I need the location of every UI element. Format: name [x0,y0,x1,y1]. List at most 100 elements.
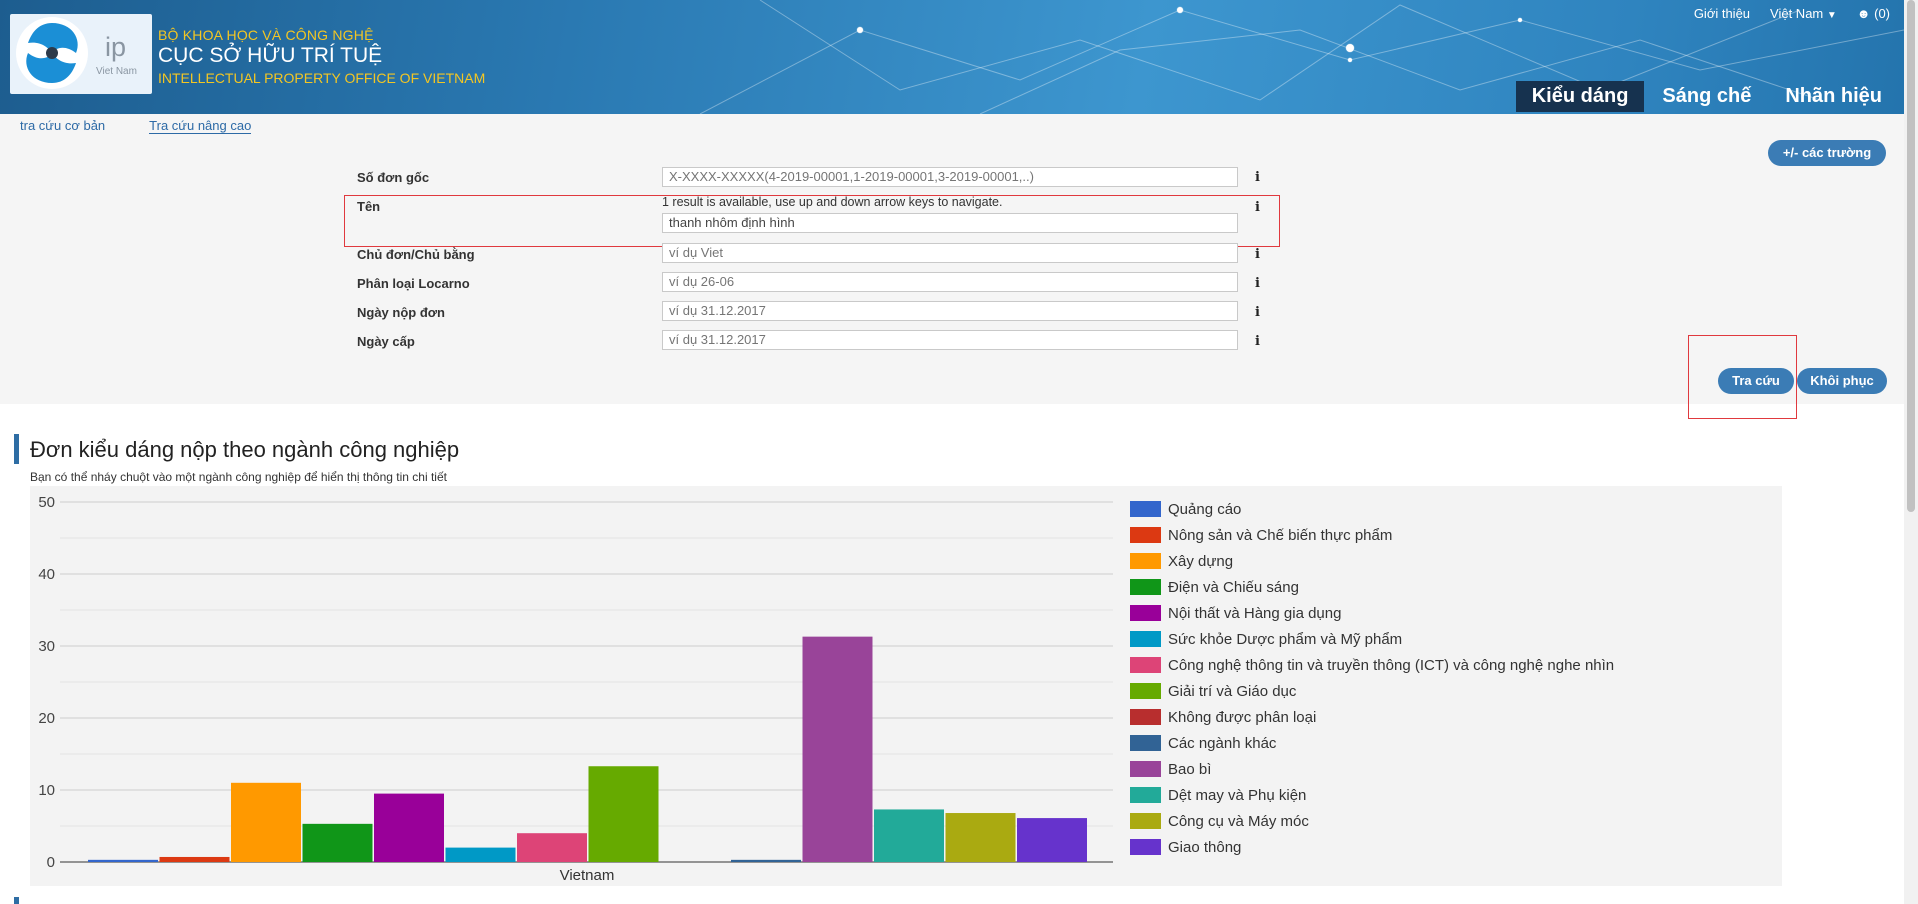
main-tabs: Kiểu dáng Sáng chế Nhãn hiệu [1515,81,1898,112]
reset-button[interactable]: Khôi phục [1797,368,1887,394]
bar [802,636,873,862]
logo-emblem [16,17,88,89]
info-icon[interactable]: i [1255,334,1260,349]
field-label-original-number: Số đơn gốc [357,170,430,185]
field-label-owner: Chủ đơn/Chủ bằng [357,247,475,262]
legend-label: Công nghệ thông tin và truyền thông (ICT… [1168,657,1614,674]
bar [302,823,373,862]
info-icon[interactable]: i [1255,170,1260,185]
field-label-locarno: Phân loại Locarno [357,276,470,291]
bar [374,793,444,862]
legend-swatch [1130,735,1161,751]
chart-svg: 0 10 20 30 40 50 Vietnam Quảng cáo Nông sản và C… [38,494,1614,884]
info-icon[interactable]: i [1255,200,1260,215]
field-label-name: Tên [357,199,381,214]
original-number-input[interactable] [662,167,1238,187]
field-label-grant-date: Ngày cấp [357,334,415,349]
language-select[interactable]: Việt Nam ▼ [1770,6,1837,21]
legend-label: Các ngành khác [1168,735,1277,752]
legend-label: Xây dựng [1168,553,1233,570]
bar [588,766,659,862]
legend-label: Bao bì [1168,761,1211,778]
language-label: Việt Nam [1770,6,1824,21]
tab-kieu-dang[interactable]: Kiểu dáng [1515,81,1645,112]
tab-advanced-search[interactable]: Tra cứu nâng cao [149,118,252,134]
scrollbar-thumb[interactable] [1907,0,1915,512]
tab-nhan-hieu[interactable]: Nhãn hiệu [1785,85,1882,107]
y-tick-label: 50 [38,494,55,511]
legend-swatch [1130,813,1161,829]
bar [517,833,587,862]
org-line-ministry: BỘ KHOA HỌC VÀ CÔNG NGHỆ [158,27,374,43]
legend-swatch [1130,605,1161,621]
org-line-english: INTELLECTUAL PROPERTY OFFICE OF VIETNAM [158,70,486,86]
filing-date-input[interactable] [662,301,1238,321]
legend-swatch [1130,683,1161,699]
legend-swatch [1130,579,1161,595]
site-header: ip Viet Nam BỘ KHOA HỌC VÀ CÔNG NGHỆ CỤC… [0,0,1904,114]
legend-swatch [1130,501,1161,517]
legend-label: Công cụ và Máy móc [1168,813,1309,830]
bar [159,856,230,862]
legend-swatch [1130,631,1161,647]
site-logo[interactable]: ip Viet Nam [10,14,152,94]
legend-label: Giao thông [1168,839,1241,856]
info-icon[interactable]: i [1255,247,1260,262]
legend-swatch [1130,709,1161,725]
locarno-input[interactable] [662,272,1238,292]
info-icon[interactable]: i [1255,276,1260,291]
legend-label: Sức khỏe Dược phẩm và Mỹ phẩm [1168,631,1402,648]
legend-swatch [1130,553,1161,569]
y-tick-label: 40 [38,566,55,583]
page-scrollbar[interactable] [1904,0,1918,904]
y-tick-label: 10 [38,782,55,799]
highlight-box-search-button [1688,335,1797,419]
next-section-accent-bar [14,897,19,904]
industry-bar-chart: 0 10 20 30 40 50 Vietnam Quảng cáo Nông sản và C… [30,486,1782,886]
legend-swatch [1130,527,1161,543]
legend-label: Nội thất và Hàng gia dụng [1168,605,1341,622]
legend-label: Dệt may và Phụ kiện [1168,787,1306,804]
intro-link[interactable]: Giới thiệu [1693,6,1751,21]
legend-label: Giải trí và Giáo dục [1168,683,1297,700]
cart-count: (0) [1874,6,1890,21]
chevron-down-icon: ▼ [1826,10,1837,21]
logo-text: ip [105,32,127,62]
tab-sang-che[interactable]: Sáng chế [1662,85,1752,107]
search-panel: tra cứu cơ bản Tra cứu nâng cao +/- các … [0,114,1904,419]
owner-input[interactable] [662,243,1238,263]
legend-label: Quảng cáo [1168,501,1241,518]
top-links: Giới thiệu Việt Nam ▼ ☻ (0) [1694,6,1890,21]
logo-swirl-icon [26,23,78,83]
bar [231,782,301,862]
org-line-office: CỤC SỞ HỮU TRÍ TUỆ [158,44,383,67]
legend-label: Nông sản và Chế biến thực phẩm [1168,527,1392,544]
grant-date-input[interactable] [662,330,1238,350]
legend-label: Không được phân loại [1168,709,1316,726]
legend-swatch [1130,657,1161,673]
section-title: Đơn kiểu dáng nộp theo ngành công nghiệp [30,437,460,462]
section-accent-bar [14,434,19,464]
bar [88,859,158,862]
info-icon[interactable]: i [1255,305,1260,320]
bar [874,809,944,862]
legend-swatch [1130,787,1161,803]
name-input[interactable] [662,213,1238,233]
field-label-filing-date: Ngày nộp đơn [357,305,445,320]
x-category-label: Vietnam [560,867,615,884]
legend-label: Điện và Chiếu sáng [1168,579,1299,596]
search-button[interactable]: Tra cứu [1718,368,1794,394]
bar [945,813,1016,862]
autocomplete-hint: 1 result is available, use up and down a… [662,195,1003,209]
legend-swatch [1130,761,1161,777]
bar [445,847,516,862]
bar [731,859,801,862]
bar [1017,818,1087,862]
legend-swatch [1130,839,1161,855]
user-cart[interactable]: ☻ (0) [1857,6,1890,21]
y-tick-label: 30 [38,638,55,655]
section-subtitle: Bạn có thể nháy chuột vào một ngành công… [30,470,447,484]
tab-basic-search[interactable]: tra cứu cơ bản [20,118,106,133]
toggle-fields-button[interactable]: +/- các trường [1768,140,1886,166]
user-icon: ☻ [1856,6,1871,21]
